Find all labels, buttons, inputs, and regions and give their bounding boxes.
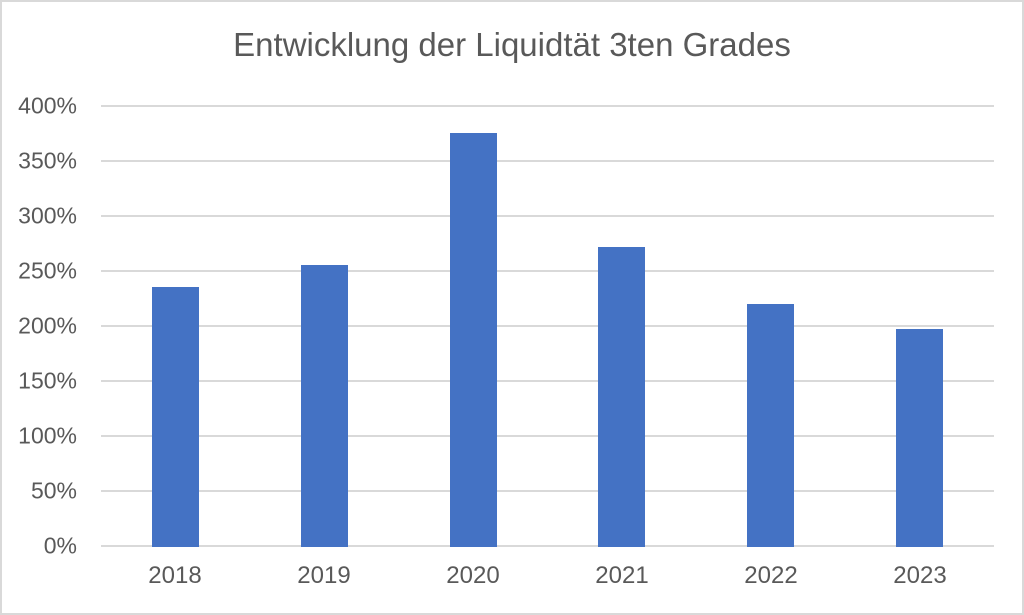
x-tick-label-2018: 2018	[148, 562, 202, 589]
y-tick-label-300: 300%	[18, 202, 77, 229]
x-axis: 2018 2019 2020 2021 2022 2023	[101, 551, 994, 597]
gridline-50	[101, 490, 994, 492]
chart-title: Entwicklung der Liquidtät 3ten Grades	[233, 26, 791, 63]
gridline-0	[101, 545, 994, 547]
x-tick-label-2022: 2022	[744, 562, 798, 589]
y-tick-label-0: 0%	[43, 532, 77, 559]
y-tick-label-400: 400%	[18, 92, 77, 119]
bar-2018	[152, 287, 199, 547]
y-tick-label-200: 200%	[18, 312, 77, 339]
gridline-250	[101, 270, 994, 272]
y-tick-label-50: 50%	[30, 477, 77, 504]
bar-2020	[450, 133, 497, 547]
y-tick-label-100: 100%	[18, 422, 77, 449]
gridline-100	[101, 435, 994, 437]
plot-area	[101, 105, 994, 547]
gridline-300	[101, 215, 994, 217]
y-tick-label-350: 350%	[18, 147, 77, 174]
gridline-150	[101, 380, 994, 382]
x-tick-label-2021: 2021	[595, 562, 649, 589]
gridline-350	[101, 160, 994, 162]
y-axis: 0% 50% 100% 150% 200% 250% 300% 350% 400%	[2, 94, 77, 557]
x-tick-label-2019: 2019	[297, 562, 351, 589]
gridline-200	[101, 325, 994, 327]
gridline-400	[101, 105, 994, 107]
y-tick-label-150: 150%	[18, 367, 77, 394]
bar-2022	[747, 304, 794, 547]
x-tick-label-2020: 2020	[446, 562, 500, 589]
bar-2023	[896, 329, 943, 547]
bar-2019	[301, 265, 348, 547]
x-tick-label-2023: 2023	[893, 562, 947, 589]
y-tick-label-250: 250%	[18, 257, 77, 284]
bar-2021	[598, 247, 645, 547]
